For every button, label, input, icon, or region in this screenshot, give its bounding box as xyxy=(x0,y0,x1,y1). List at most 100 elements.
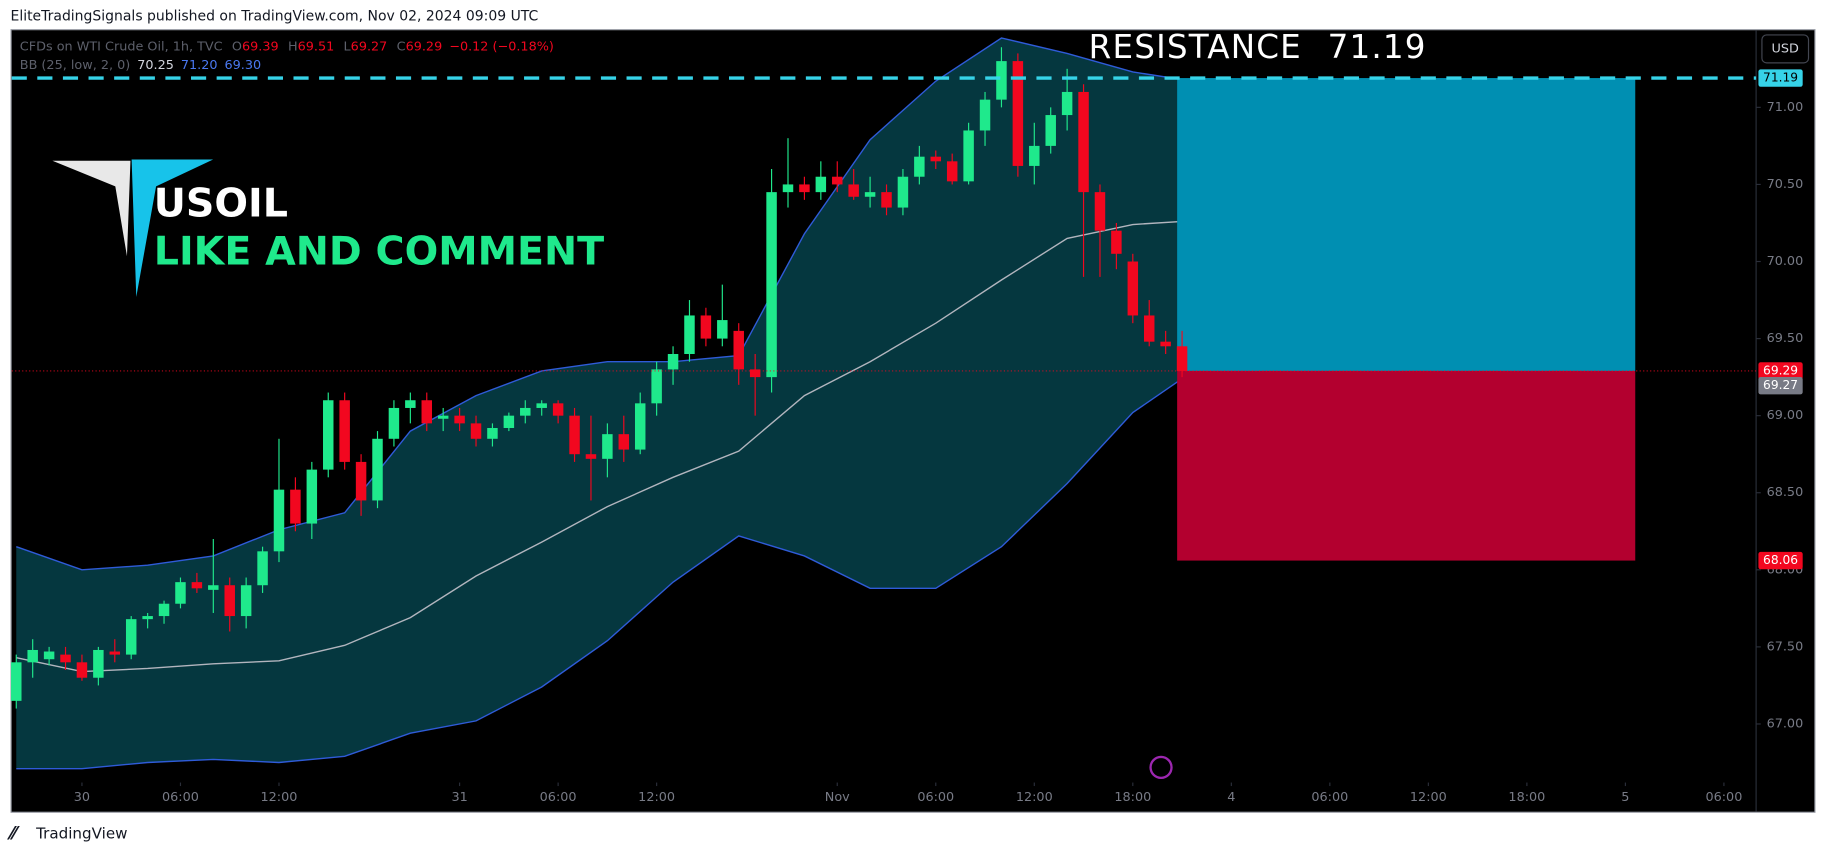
candle-body xyxy=(372,438,383,501)
candle-body xyxy=(454,415,465,424)
y-tick-label: 69.00 xyxy=(1767,408,1804,423)
candle-body xyxy=(208,585,219,590)
loss-zone xyxy=(1177,370,1636,561)
candle-body xyxy=(93,649,104,678)
candle-body xyxy=(1045,115,1056,146)
entry-tag: 69.29 xyxy=(1763,363,1798,377)
candle-body xyxy=(749,369,761,378)
candle-body xyxy=(602,434,613,459)
published-header: EliteTradingSignals published on Trading… xyxy=(11,8,539,24)
x-tick-label: 06:00 xyxy=(540,790,577,805)
currency-box[interactable] xyxy=(1761,34,1810,64)
candle-body xyxy=(782,184,794,193)
profit-zone xyxy=(1177,78,1636,371)
legend-ohlc-label: O xyxy=(232,39,242,54)
candle-body xyxy=(60,654,71,663)
resistance-annotation: RESISTANCE 71.19 xyxy=(1089,28,1427,66)
x-tick-label: 12:00 xyxy=(1016,790,1053,805)
candle-body xyxy=(257,551,268,586)
candle-body xyxy=(503,415,515,428)
candle-body xyxy=(799,184,810,193)
candle-body xyxy=(224,585,235,617)
candle-body xyxy=(1176,346,1188,371)
candle-body xyxy=(946,161,958,182)
candle-body xyxy=(437,415,449,419)
candle-body xyxy=(766,192,777,378)
stop-tag-bg xyxy=(1758,551,1803,570)
candle-body xyxy=(1061,91,1073,116)
candle-body xyxy=(142,616,153,620)
candle-body xyxy=(815,176,827,193)
price-tag: 69.27 xyxy=(1763,378,1798,392)
y-tick-label: 67.50 xyxy=(1767,639,1804,654)
x-tick-label: 06:00 xyxy=(917,790,954,805)
legend-ohlc-value: 69.29 xyxy=(406,39,443,54)
legend-ohlc-label: L xyxy=(344,39,352,54)
candle-body xyxy=(930,156,942,162)
resistance-label: RESISTANCE xyxy=(1089,28,1302,66)
y-tick-label: 68.50 xyxy=(1767,485,1804,500)
candle-body xyxy=(552,403,564,416)
entry-tag-bg xyxy=(1758,362,1803,380)
candle-body xyxy=(273,489,285,552)
bb-title: BB (25, low, 2, 0) xyxy=(20,58,130,73)
candle-body xyxy=(618,434,630,450)
candle-body xyxy=(290,489,301,524)
band-fill xyxy=(16,37,1183,769)
legend-line: BB (25, low, 2, 0) 70.25 71.20 69.30 xyxy=(20,58,261,73)
candle-body xyxy=(27,649,38,663)
x-tick-label: 06:00 xyxy=(1311,790,1348,805)
candle-body xyxy=(355,461,367,501)
x-tick-label: 12:00 xyxy=(1410,790,1447,805)
candle-body xyxy=(585,454,597,459)
x-tick-label: 06:00 xyxy=(162,790,199,805)
candle-body xyxy=(1078,91,1089,193)
band-lower xyxy=(16,378,1183,770)
candle-body xyxy=(536,403,547,408)
candle-body xyxy=(43,651,55,660)
candle-body xyxy=(1143,315,1155,342)
candle-body xyxy=(700,315,712,339)
candle-body xyxy=(848,184,859,197)
x-tick-label: 5 xyxy=(1621,790,1629,805)
candle-body xyxy=(175,582,186,604)
candle-body xyxy=(191,582,203,589)
x-tick-label: 31 xyxy=(451,790,467,805)
candle-body xyxy=(733,330,744,370)
resistance-tag-bg xyxy=(1758,69,1803,87)
resistance-value: 71.19 xyxy=(1328,28,1427,66)
currency: USD xyxy=(1772,41,1799,56)
candle-body xyxy=(323,400,334,470)
x-tick-label: 06:00 xyxy=(1705,790,1742,805)
candle-body xyxy=(684,315,695,355)
candle-body xyxy=(470,423,482,439)
candle-body xyxy=(421,400,433,424)
price-tag-bg xyxy=(1758,376,1803,395)
candle-body xyxy=(979,99,991,131)
x-tick-label: 12:00 xyxy=(261,790,298,805)
candle-body xyxy=(11,662,22,701)
alert-icon[interactable] xyxy=(1149,755,1173,780)
candle-body xyxy=(634,403,646,450)
candle-body xyxy=(1160,341,1171,347)
x-tick-label: 30 xyxy=(74,790,90,805)
legend-line: CFDs on WTI Crude Oil, 1h, TVC O69.39 H69.… xyxy=(20,39,554,54)
candle-body xyxy=(1111,230,1122,254)
candle-body xyxy=(881,192,892,208)
candle-body xyxy=(996,61,1007,100)
bb-value: 71.20 xyxy=(181,58,218,73)
candle-body xyxy=(520,407,531,416)
candle-body xyxy=(569,415,580,455)
subtitle: LIKE AND COMMENT xyxy=(154,228,604,274)
plot-layer: 67.0067.5068.0068.5069.0069.5070.0070.50… xyxy=(11,28,1803,805)
x-tick-label: Nov xyxy=(825,790,850,805)
candle-body xyxy=(897,176,909,208)
legend-ohlc-value: 69.39 xyxy=(242,39,279,54)
resistance-tag: 71.19 xyxy=(1763,71,1798,85)
legend-ohlc-value: 69.51 xyxy=(298,39,335,54)
candle-body xyxy=(651,369,662,404)
candle-body xyxy=(76,662,88,678)
candle-body xyxy=(864,192,876,197)
x-tick-label: 12:00 xyxy=(638,790,675,805)
